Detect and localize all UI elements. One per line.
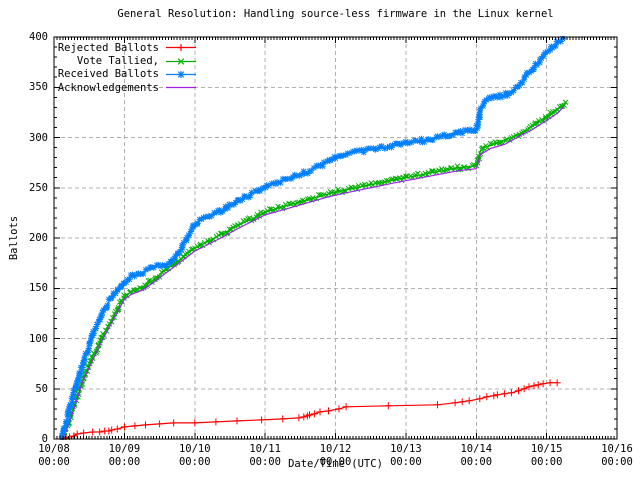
legend-label: Vote Tallied, <box>76 55 159 68</box>
plot-series <box>58 36 569 440</box>
y-tick-label: 400 <box>29 31 48 43</box>
x-tick-label: 10/11 00:00 <box>249 443 281 468</box>
y-tick-label: 150 <box>29 282 48 295</box>
legend-item-rejected-ballots: Rejected Ballots <box>55 41 197 54</box>
y-tick-label: 350 <box>29 81 48 94</box>
x-tick-label: 10/09 00:00 <box>108 443 141 468</box>
y-tick-label: 250 <box>29 181 48 194</box>
line-sample-icon <box>166 87 196 89</box>
chart-title: General Resolution: Handling source-less… <box>117 8 554 20</box>
x-tick-label: 10/15 00:00 <box>530 443 563 468</box>
x-tick-label: 10/08 00:00 <box>38 443 70 468</box>
x-tick-label: 10/12 00:00 <box>319 443 352 468</box>
x-tick-label: 10/16 00:00 <box>601 443 633 468</box>
series-markers-vote-tallied <box>60 99 569 440</box>
legend-item-received-ballots: Received Ballots <box>55 68 197 81</box>
y-tick-label: 100 <box>29 332 48 345</box>
legend-item-vote-tallied: Vote Tallied, <box>55 54 197 67</box>
y-tick-label: 50 <box>35 382 48 395</box>
x-tick-label: 10/10 00:00 <box>178 443 211 468</box>
gridlines <box>54 37 617 439</box>
x-tick-label: 10/13 00:00 <box>390 443 422 468</box>
y-tick-label: 0 <box>41 433 48 445</box>
legend-label: Acknowledgements <box>57 81 159 94</box>
series-line-acknowledgements <box>62 105 565 440</box>
legend: Rejected Ballots Vote Tallied, Received … <box>55 41 197 95</box>
legend-label: Received Ballots <box>57 68 159 81</box>
line-sample-icon <box>166 57 196 65</box>
line-sample-icon <box>166 44 196 52</box>
plot-frame <box>53 36 618 440</box>
line-sample-icon <box>166 70 196 78</box>
series-line-rejected-ballots <box>62 382 558 440</box>
x-axis-label: Date/Time (UTC) <box>288 458 383 470</box>
legend-item-acknowledgements: Acknowledgements <box>55 81 197 94</box>
legend-label: Rejected Ballots <box>57 41 159 54</box>
x-tick-label: 10/14 00:00 <box>460 443 493 468</box>
y-tick-label: 200 <box>29 232 48 244</box>
y-tick-label: 300 <box>29 131 48 144</box>
